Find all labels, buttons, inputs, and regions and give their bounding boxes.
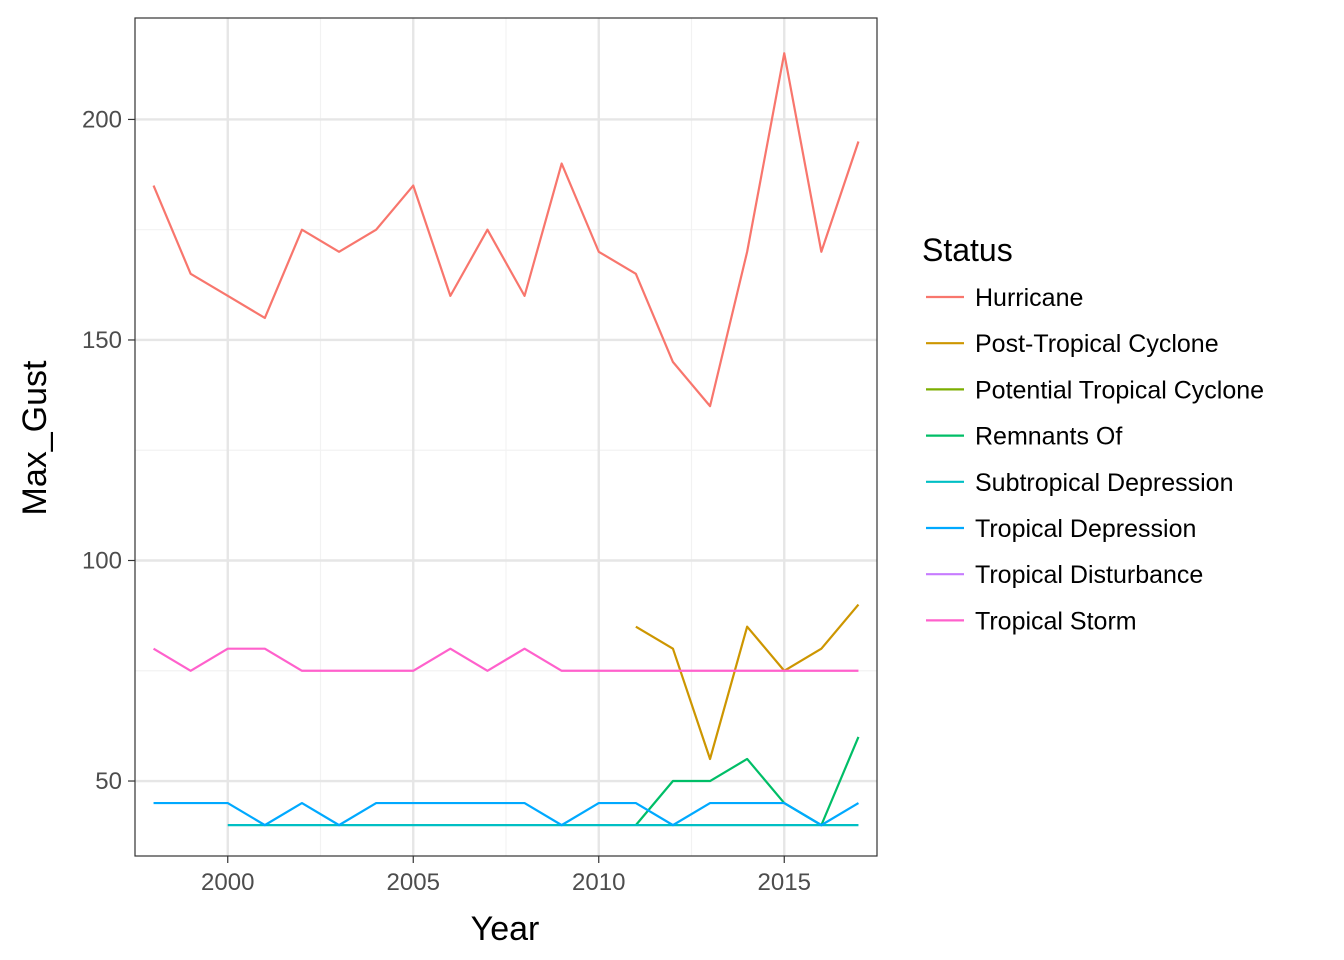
legend-label: Potential Tropical Cyclone (975, 376, 1264, 404)
x-tick-label: 2000 (201, 869, 254, 896)
series-line-post-tropical-cyclone (635, 603, 860, 761)
axis-ticks (128, 118, 785, 863)
legend-title: Status (922, 232, 1013, 268)
x-axis-tick-labels: 2000 2005 2010 2015 (201, 869, 811, 896)
y-tick-label: 150 (82, 327, 122, 354)
legend-item: Subtropical Depression (926, 469, 1233, 497)
y-axis-tick-labels: 50 100 150 200 (82, 106, 122, 795)
legend-label: Remnants Of (975, 423, 1122, 451)
legend-item: Post-Tropical Cyclone (926, 330, 1219, 358)
legend-item: Tropical Disturbance (926, 561, 1203, 589)
x-axis-title: Year (471, 910, 540, 948)
y-tick-label: 200 (82, 106, 122, 133)
y-axis-title: Max_Gust (16, 360, 54, 515)
x-tick-label: 2010 (572, 869, 625, 896)
x-tick-label: 2005 (387, 869, 440, 896)
legend: Status Hurricane Post-Tropical Cyclone Pot… (922, 232, 1264, 635)
legend-item: Hurricane (926, 284, 1083, 312)
legend-label: Hurricane (975, 284, 1083, 312)
legend-label: Tropical Depression (975, 515, 1196, 543)
legend-items: Hurricane Post-Tropical Cyclone Potential … (926, 284, 1264, 635)
series-line-tropical-storm (152, 647, 859, 672)
minor-gridlines (134, 18, 878, 856)
legend-label: Post-Tropical Cyclone (975, 330, 1219, 358)
y-tick-label: 100 (82, 547, 122, 574)
series-line-hurricane (152, 52, 860, 408)
legend-item: Potential Tropical Cyclone (926, 376, 1264, 404)
legend-label: Subtropical Depression (975, 469, 1233, 497)
series-line-tropical-depression (153, 801, 860, 827)
legend-item: Tropical Storm (926, 607, 1137, 635)
x-tick-label: 2015 (758, 869, 811, 896)
legend-item: Remnants Of (926, 423, 1122, 451)
legend-label: Tropical Disturbance (975, 561, 1203, 589)
legend-item: Tropical Depression (926, 515, 1196, 543)
y-tick-label: 50 (95, 768, 122, 795)
series-lines (152, 52, 860, 827)
major-gridlines (135, 18, 877, 856)
legend-label: Tropical Storm (975, 607, 1137, 635)
plot-panel-border (134, 17, 878, 857)
